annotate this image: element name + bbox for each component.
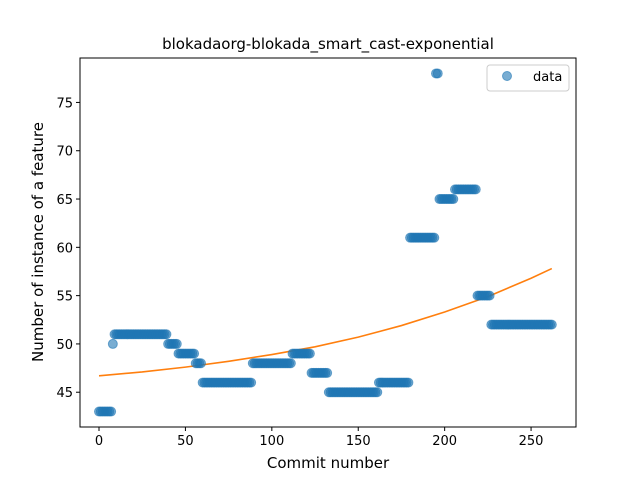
- x-axis: 0 50 100 150 200 250: [95, 427, 544, 449]
- y-tick-label: 65: [56, 193, 73, 208]
- plot-area: [94, 68, 557, 417]
- data-point: [546, 319, 557, 330]
- y-tick-label: 70: [56, 145, 73, 160]
- y-tick-label: 60: [56, 241, 73, 256]
- data-point: [429, 232, 440, 243]
- data-point: [246, 377, 257, 388]
- y-tick-label: 50: [56, 338, 73, 353]
- data-point: [189, 348, 200, 359]
- data-point: [432, 68, 443, 79]
- data-points-layer: [94, 68, 557, 417]
- data-point: [107, 338, 118, 349]
- y-tick-label: 45: [56, 386, 73, 401]
- data-point: [304, 348, 315, 359]
- x-tick-label: 50: [177, 434, 194, 449]
- chart-title: blokadaorg-blokada_smart_cast-exponentia…: [162, 35, 494, 54]
- plot-frame: [79, 57, 577, 428]
- data-point: [106, 406, 117, 417]
- x-tick-label: 150: [346, 434, 371, 449]
- legend-label-data: data: [533, 70, 562, 85]
- x-tick-label: 250: [519, 434, 544, 449]
- legend-marker-data: [502, 71, 512, 81]
- data-point: [285, 358, 296, 369]
- fit-line: [98, 267, 553, 377]
- x-tick-label: 0: [95, 434, 103, 449]
- fit-line-layer: [98, 267, 553, 377]
- data-point: [403, 377, 414, 388]
- data-point: [470, 184, 481, 195]
- y-axis: 45 50 55 60 65 70 75: [56, 96, 80, 401]
- x-tick-label: 100: [259, 434, 284, 449]
- legend: data: [486, 64, 570, 92]
- y-tick-label: 75: [56, 96, 73, 111]
- data-point: [484, 290, 495, 301]
- data-point: [195, 358, 206, 369]
- data-point: [171, 338, 182, 349]
- x-tick-label: 200: [432, 434, 457, 449]
- data-point: [372, 387, 383, 398]
- x-axis-label: Commit number: [267, 454, 390, 472]
- data-point: [322, 367, 333, 378]
- data-point: [161, 329, 172, 340]
- data-point: [448, 194, 459, 205]
- y-tick-label: 55: [56, 290, 73, 305]
- y-axis-label: Number of instance of a feature: [29, 122, 47, 362]
